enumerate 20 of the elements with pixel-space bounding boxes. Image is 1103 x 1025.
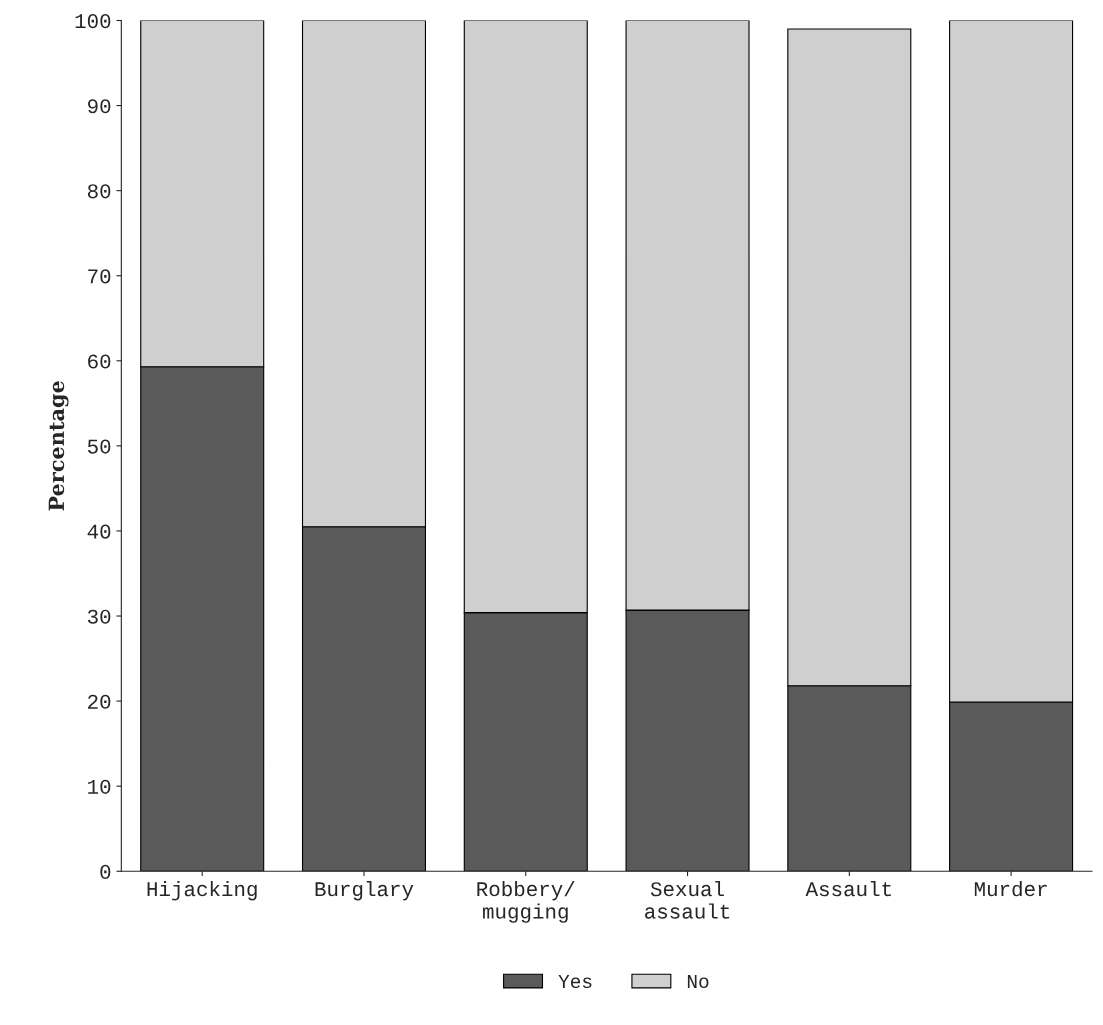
y-tick-label: 20 — [88, 694, 111, 709]
y-tick-label: 90 — [88, 99, 111, 114]
y-tick-label: 60 — [88, 354, 111, 369]
legend-label: No — [687, 975, 709, 989]
x-tick-label: Sexual assault — [645, 880, 730, 919]
x-tick-label: Hijacking — [147, 880, 257, 901]
y-tick-label: 30 — [87, 609, 111, 624]
x-tick-label: Robbery/ mugging — [477, 880, 575, 923]
y-tick-label: 50 — [87, 439, 111, 454]
y-axis-title: Percentage — [48, 381, 69, 511]
x-tick-label: Burglary — [315, 880, 414, 901]
y-tick-label: 0 — [100, 864, 111, 879]
y-tick-label: 100 — [75, 14, 111, 29]
y-tick-label: 40 — [87, 524, 111, 539]
x-tick-label: Murder — [974, 880, 1047, 897]
y-tick-label: 80 — [87, 184, 111, 199]
y-tick-label: 10 — [88, 779, 111, 794]
x-tick-label: Assault — [805, 880, 891, 897]
y-tick-label: 70 — [88, 269, 111, 284]
legend-label: Yes — [558, 975, 592, 989]
